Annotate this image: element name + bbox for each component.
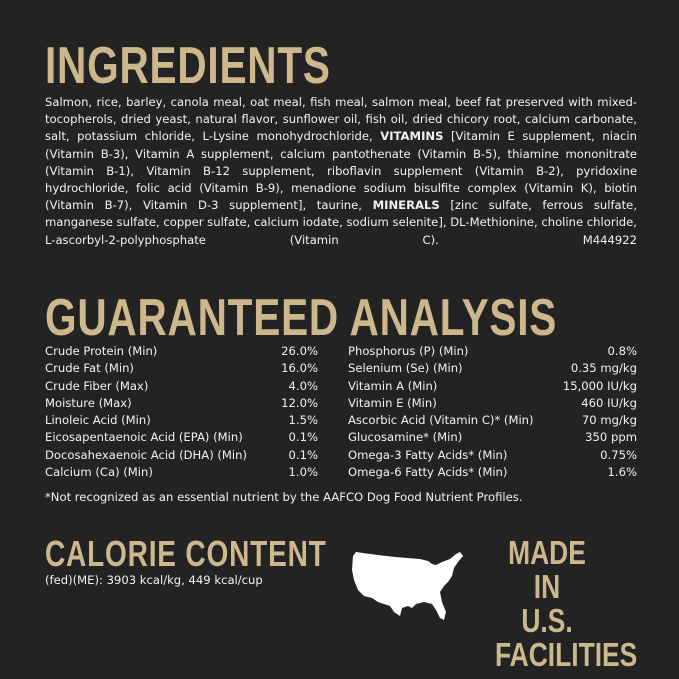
- analysis-row: Ascorbic Acid (Vitamin C)* (Min) 70 mg/kg: [348, 412, 637, 429]
- analysis-row: Vitamin A (Min) 15,000 IU/kg: [348, 378, 637, 395]
- nutrient-name: Phosphorus (P) (Min): [348, 344, 469, 358]
- made-in-line: U.S.: [521, 602, 573, 639]
- nutrient-value: 12.0%: [281, 395, 318, 410]
- ingredients-part: [Vitamin E supplement, niacin (Vitamin B…: [45, 129, 637, 213]
- analysis-row: Eicosapentaenoic Acid (EPA) (Min) 0.1%: [45, 429, 318, 446]
- nutrient-value: 26.0%: [281, 344, 318, 358]
- calorie-title: CALORIE CONTENT: [45, 533, 327, 574]
- analysis-row: Omega-3 Fatty Acids* (Min) 0.75%: [348, 447, 637, 464]
- nutrient-value: 0.75%: [600, 447, 637, 462]
- nutrient-value: 1.0%: [288, 465, 318, 480]
- minerals-label: MINERALS: [372, 198, 440, 213]
- nutrient-value: 460 IU/kg: [581, 395, 637, 410]
- made-in-line: FACILITIES: [495, 636, 638, 673]
- nutrient-value: 0.8%: [607, 344, 637, 358]
- nutrient-name: Moisture (Max): [45, 395, 132, 410]
- nutrient-value: 1.5%: [288, 413, 318, 428]
- nutrient-value: 15,000 IU/kg: [562, 378, 637, 393]
- nutrient-name: Glucosamine* (Min): [348, 430, 463, 445]
- nutrient-value: 4.0%: [288, 378, 318, 393]
- ingredients-title: INGREDIENTS: [45, 37, 331, 95]
- ingredients-part: Salmon, rice, barley, canola meal, oat m…: [45, 95, 637, 144]
- nutrient-name: Crude Protein (Min): [45, 344, 158, 358]
- calorie-text: (fed)(ME): 3903 kcal/kg, 449 kcal/cup: [45, 573, 263, 587]
- nutrient-value: 0.1%: [288, 430, 318, 445]
- analysis-right-column: Phosphorus (P) (Min) 0.8% Selenium (Se) (M…: [348, 343, 637, 481]
- analysis-row: Moisture (Max) 12.0%: [45, 395, 318, 412]
- analysis-row: Linoleic Acid (Min) 1.5%: [45, 412, 318, 429]
- analysis-row: Glucosamine* (Min) 350 ppm: [348, 429, 637, 446]
- nutrient-name: Selenium (Se) (Min): [348, 361, 463, 376]
- usa-map-icon: [352, 552, 463, 620]
- analysis-row: Docosahexaenoic Acid (DHA) (Min) 0.1%: [45, 447, 318, 464]
- nutrient-name: Crude Fat (Min): [45, 361, 134, 376]
- ingredients-part: [zinc sulfate, ferrous sulfate, manganes…: [45, 198, 638, 247]
- nutrient-name: Calcium (Ca) (Min): [45, 465, 153, 480]
- analysis-row: Phosphorus (P) (Min) 0.8%: [348, 343, 637, 360]
- nutrient-value: 1.6%: [607, 465, 637, 480]
- nutrient-name: Crude Fiber (Max): [45, 378, 149, 393]
- product-code: M444922: [582, 232, 637, 247]
- nutrient-name: Docosahexaenoic Acid (DHA) (Min): [45, 447, 248, 462]
- nutrient-name: Eicosapentaenoic Acid (EPA) (Min): [45, 430, 243, 445]
- nutrient-name: Omega-6 Fatty Acids* (Min): [348, 465, 508, 480]
- nutrient-name: Vitamin A (Min): [348, 378, 438, 393]
- analysis-title: GUARANTEED ANALYSIS: [45, 289, 558, 347]
- footnote: *Not recognized as an essential nutrient…: [45, 490, 523, 504]
- nutrient-value: 0.35 mg/kg: [570, 361, 637, 376]
- nutrient-name: Linoleic Acid (Min): [45, 413, 151, 428]
- nutrient-name: Ascorbic Acid (Vitamin C)* (Min): [348, 413, 534, 428]
- made-in-usa-badge: MADE IN U.S. FACILITIES: [482, 534, 638, 673]
- nutrient-value: 0.1%: [288, 447, 318, 462]
- nutrient-name: Omega-3 Fatty Acids* (Min): [348, 447, 508, 462]
- analysis-row: Crude Fiber (Max) 4.0%: [45, 378, 318, 395]
- analysis-row: Crude Protein (Min) 26.0%: [45, 343, 318, 360]
- analysis-row: Crude Fat (Min) 16.0%: [45, 360, 318, 377]
- nutrient-value: 16.0%: [281, 361, 318, 376]
- analysis-row: Selenium (Se) (Min) 0.35 mg/kg: [348, 360, 637, 377]
- analysis-row: Vitamin E (Min) 460 IU/kg: [348, 395, 637, 412]
- made-in-line: MADE IN: [508, 534, 586, 605]
- nutrient-name: Vitamin E (Min): [348, 395, 437, 410]
- nutrient-value: 350 ppm: [585, 430, 637, 445]
- analysis-row: Omega-6 Fatty Acids* (Min) 1.6%: [348, 464, 637, 481]
- ingredients-text: Salmon, rice, barley, canola meal, oat m…: [45, 94, 637, 249]
- vitamins-label: VITAMINS: [380, 129, 444, 144]
- nutrient-value: 70 mg/kg: [581, 413, 637, 428]
- analysis-left-column: Crude Protein (Min) 26.0% Crude Fat (Min) 1…: [45, 343, 318, 481]
- analysis-row: Calcium (Ca) (Min) 1.0%: [45, 464, 318, 481]
